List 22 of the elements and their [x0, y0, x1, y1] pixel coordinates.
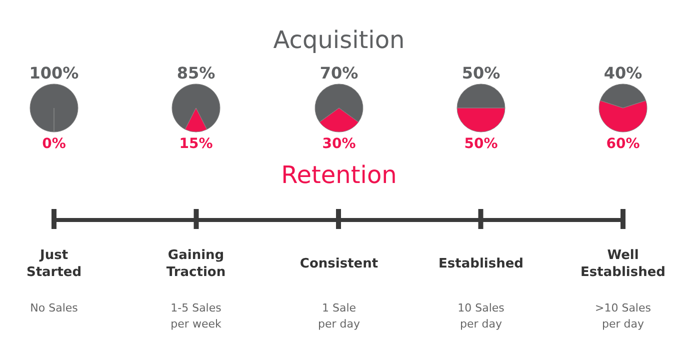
text: 10 Sales per day: [457, 302, 504, 330]
text: Gaining Traction: [166, 248, 226, 280]
text: >10 Sales per day: [595, 302, 652, 330]
data-label: 50%: [462, 64, 500, 82]
text: 0%: [42, 136, 66, 152]
text: Consistent: [299, 256, 378, 272]
text: Established: [438, 256, 524, 272]
text: 1-5 Sales per week: [170, 302, 222, 330]
data-label: 30%: [322, 136, 356, 152]
text: No Sales: [30, 302, 78, 314]
data-label: 100%: [29, 64, 79, 82]
text: 1 Sale per day: [317, 302, 360, 330]
data-label: 85%: [177, 64, 216, 82]
text: Well Established: [580, 248, 666, 280]
data-label: 50%: [464, 136, 498, 152]
data-label: 15%: [179, 136, 214, 152]
data-label: 70%: [319, 64, 358, 82]
data-label: 60%: [606, 136, 640, 152]
slice-label: Acquisition: [272, 26, 404, 54]
slice-label: Retention: [280, 161, 396, 189]
data-label: 40%: [604, 64, 642, 82]
text: Just Started: [26, 248, 82, 280]
